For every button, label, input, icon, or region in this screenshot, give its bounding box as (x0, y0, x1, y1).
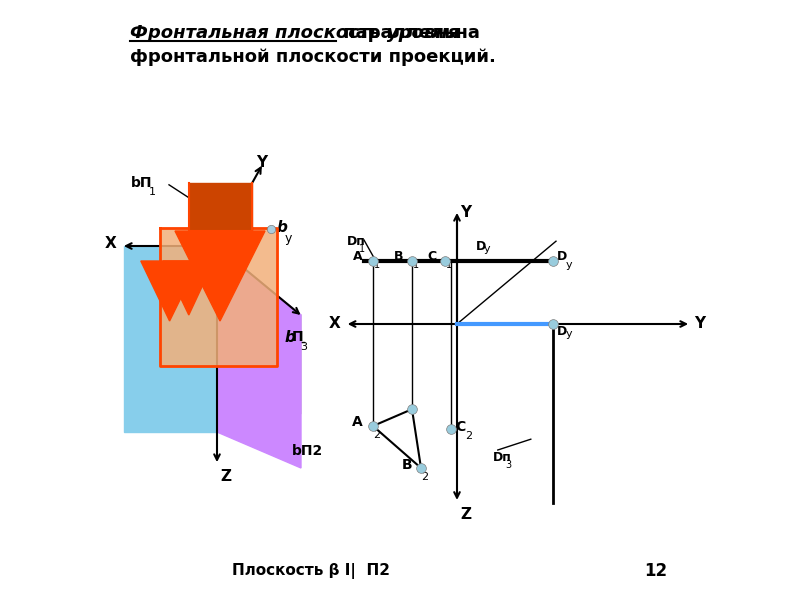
Text: B: B (394, 250, 403, 263)
Text: 12: 12 (644, 562, 667, 580)
Text: bП: bП (131, 176, 153, 190)
Text: D: D (558, 250, 567, 263)
Text: y: y (484, 244, 490, 254)
Text: параллельна: параллельна (337, 24, 480, 42)
Text: C: C (455, 420, 466, 434)
Text: D: D (558, 325, 567, 338)
Text: Плоскость β I|  П2: Плоскость β I| П2 (232, 563, 390, 579)
Text: b: b (277, 220, 287, 235)
Text: X: X (328, 317, 340, 331)
Polygon shape (160, 228, 277, 366)
Text: Dп: Dп (347, 235, 366, 248)
Text: y: y (285, 232, 292, 245)
Text: 1: 1 (446, 260, 452, 270)
Text: y: y (566, 260, 572, 270)
Text: 2: 2 (422, 472, 429, 482)
Text: 3: 3 (300, 342, 307, 352)
Text: 1: 1 (413, 260, 418, 270)
Text: Z: Z (220, 469, 231, 484)
Polygon shape (163, 261, 214, 315)
Text: фронтальной плоскости проекций.: фронтальной плоскости проекций. (130, 48, 496, 66)
Polygon shape (124, 246, 217, 432)
Text: Z: Z (460, 507, 471, 522)
Polygon shape (189, 183, 252, 231)
Polygon shape (217, 246, 301, 468)
Text: 3: 3 (505, 460, 511, 470)
Text: Y: Y (257, 155, 267, 170)
Polygon shape (175, 231, 265, 321)
Polygon shape (217, 246, 301, 414)
Text: 1: 1 (149, 187, 156, 197)
Text: 1: 1 (359, 244, 366, 254)
Text: b: b (285, 329, 296, 344)
Text: Y: Y (694, 317, 705, 331)
Text: X: X (105, 236, 117, 251)
Polygon shape (141, 261, 199, 321)
Text: A: A (352, 415, 363, 430)
Text: y: y (566, 329, 572, 339)
Text: Y: Y (460, 205, 471, 220)
Text: B: B (402, 458, 412, 472)
Text: bП2: bП2 (292, 444, 323, 458)
Text: П: П (292, 330, 304, 344)
Text: Dп: Dп (493, 451, 512, 464)
Text: 2: 2 (465, 431, 472, 441)
Text: 2: 2 (374, 430, 381, 440)
Text: Фронтальная плоскость уровня: Фронтальная плоскость уровня (130, 24, 459, 42)
Text: 1: 1 (374, 260, 380, 270)
Text: C: C (427, 250, 436, 263)
Text: D: D (475, 239, 486, 253)
Text: A: A (353, 250, 363, 263)
